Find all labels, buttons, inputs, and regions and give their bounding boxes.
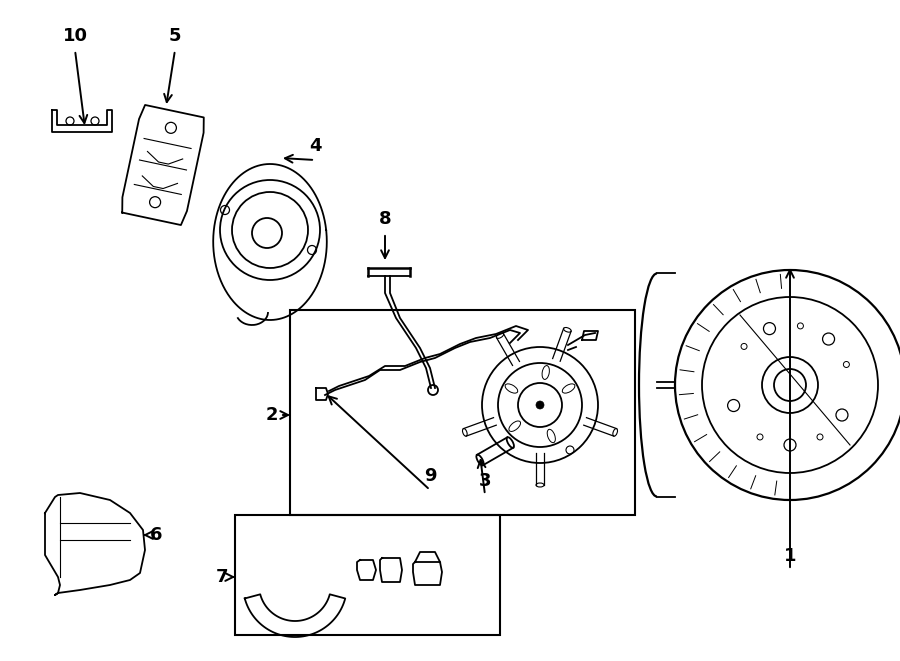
Text: 7: 7 [215,568,228,586]
Circle shape [536,401,544,409]
Text: 9: 9 [424,467,436,485]
Text: 2: 2 [266,406,278,424]
Bar [235,515,500,635]
Text: 10: 10 [62,27,87,45]
Text: 3: 3 [479,472,491,490]
Text: 5: 5 [169,27,181,45]
Text: 6: 6 [150,526,163,544]
Text: 8: 8 [379,210,392,228]
Text: 4: 4 [309,137,321,155]
Bar [290,310,635,515]
Text: 1: 1 [784,547,796,565]
Circle shape [252,218,282,248]
